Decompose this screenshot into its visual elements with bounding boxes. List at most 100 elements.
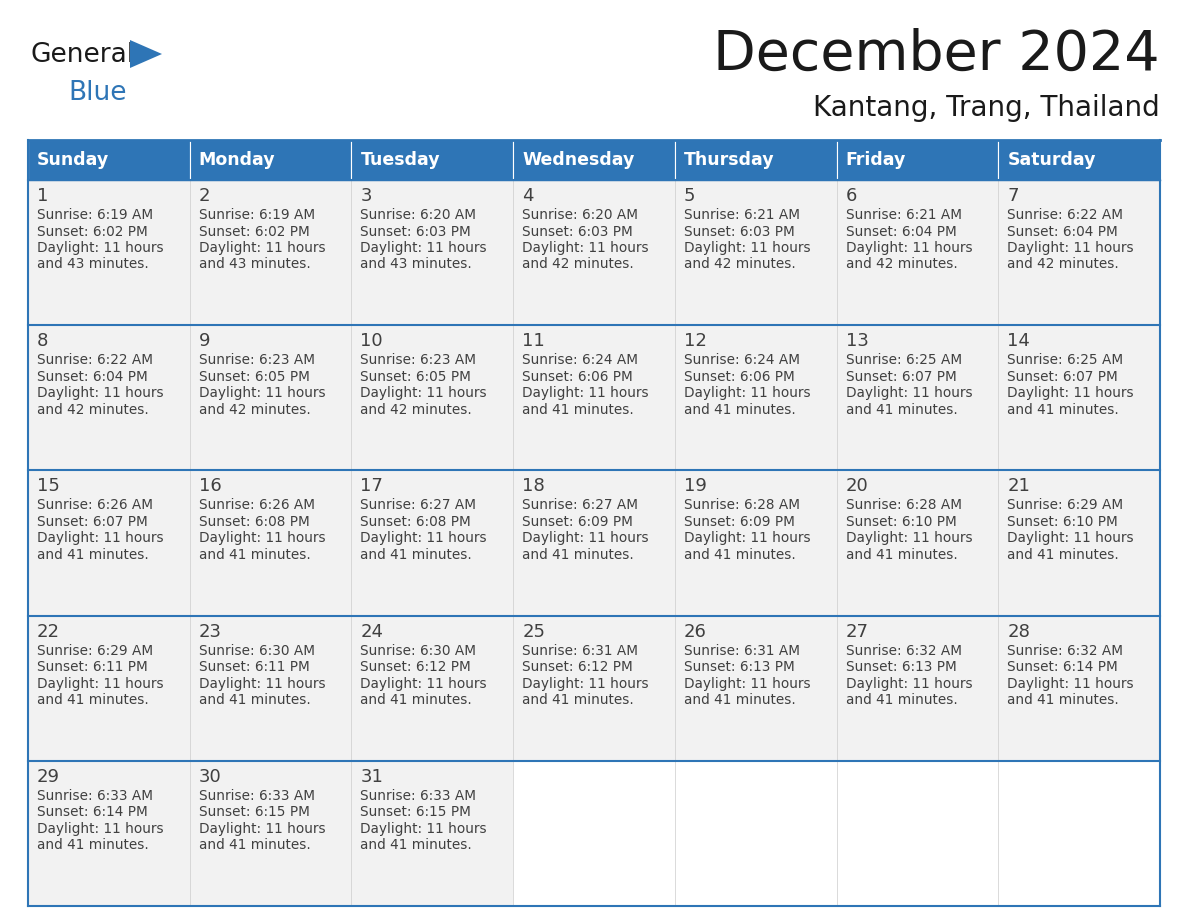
Text: Sunrise: 6:26 AM: Sunrise: 6:26 AM bbox=[198, 498, 315, 512]
Text: Sunrise: 6:21 AM: Sunrise: 6:21 AM bbox=[846, 208, 961, 222]
Text: Daylight: 11 hours: Daylight: 11 hours bbox=[523, 241, 649, 255]
Text: and 41 minutes.: and 41 minutes. bbox=[846, 693, 958, 707]
Text: December 2024: December 2024 bbox=[713, 28, 1159, 82]
Text: Daylight: 11 hours: Daylight: 11 hours bbox=[37, 822, 164, 835]
Text: 12: 12 bbox=[684, 332, 707, 350]
Text: Daylight: 11 hours: Daylight: 11 hours bbox=[1007, 386, 1133, 400]
Bar bbox=[29, 761, 190, 906]
Text: Sunrise: 6:23 AM: Sunrise: 6:23 AM bbox=[198, 353, 315, 367]
Text: 14: 14 bbox=[1007, 332, 1030, 350]
Text: Daylight: 11 hours: Daylight: 11 hours bbox=[37, 532, 164, 545]
Text: Friday: Friday bbox=[846, 151, 906, 169]
Bar bbox=[998, 325, 1159, 470]
Text: Sunrise: 6:33 AM: Sunrise: 6:33 AM bbox=[360, 789, 476, 803]
Text: Sunset: 6:05 PM: Sunset: 6:05 PM bbox=[360, 370, 472, 384]
Text: 31: 31 bbox=[360, 767, 384, 786]
Text: Daylight: 11 hours: Daylight: 11 hours bbox=[37, 677, 164, 690]
Text: Daylight: 11 hours: Daylight: 11 hours bbox=[846, 386, 972, 400]
Text: Sunrise: 6:22 AM: Sunrise: 6:22 AM bbox=[37, 353, 153, 367]
Bar bbox=[190, 470, 352, 616]
Text: 29: 29 bbox=[37, 767, 61, 786]
Bar bbox=[836, 470, 998, 616]
Text: Tuesday: Tuesday bbox=[360, 151, 440, 169]
Text: and 41 minutes.: and 41 minutes. bbox=[1007, 548, 1119, 562]
Text: Kantang, Trang, Thailand: Kantang, Trang, Thailand bbox=[814, 94, 1159, 122]
Text: Daylight: 11 hours: Daylight: 11 hours bbox=[37, 386, 164, 400]
Text: Daylight: 11 hours: Daylight: 11 hours bbox=[360, 532, 487, 545]
Text: Sunset: 6:15 PM: Sunset: 6:15 PM bbox=[360, 805, 472, 819]
Text: Sunset: 6:02 PM: Sunset: 6:02 PM bbox=[37, 225, 147, 239]
Text: Daylight: 11 hours: Daylight: 11 hours bbox=[846, 532, 972, 545]
Text: Sunset: 6:09 PM: Sunset: 6:09 PM bbox=[523, 515, 633, 529]
Text: Sunrise: 6:30 AM: Sunrise: 6:30 AM bbox=[198, 644, 315, 657]
Text: and 42 minutes.: and 42 minutes. bbox=[360, 403, 472, 417]
Text: 22: 22 bbox=[37, 622, 61, 641]
Text: Daylight: 11 hours: Daylight: 11 hours bbox=[846, 677, 972, 690]
Text: Sunset: 6:06 PM: Sunset: 6:06 PM bbox=[684, 370, 795, 384]
Bar bbox=[836, 616, 998, 761]
Text: Sunrise: 6:25 AM: Sunrise: 6:25 AM bbox=[846, 353, 962, 367]
Text: and 42 minutes.: and 42 minutes. bbox=[1007, 258, 1119, 272]
Text: Daylight: 11 hours: Daylight: 11 hours bbox=[523, 386, 649, 400]
Bar bbox=[29, 325, 190, 470]
Text: Daylight: 11 hours: Daylight: 11 hours bbox=[360, 822, 487, 835]
Text: 28: 28 bbox=[1007, 622, 1030, 641]
Bar bbox=[352, 180, 513, 325]
Text: 5: 5 bbox=[684, 187, 695, 205]
Text: Sunrise: 6:29 AM: Sunrise: 6:29 AM bbox=[1007, 498, 1124, 512]
Bar bbox=[675, 140, 836, 180]
Bar bbox=[29, 180, 190, 325]
Bar bbox=[998, 470, 1159, 616]
Text: 18: 18 bbox=[523, 477, 545, 496]
Bar bbox=[352, 140, 513, 180]
Text: and 42 minutes.: and 42 minutes. bbox=[846, 258, 958, 272]
Text: Sunrise: 6:22 AM: Sunrise: 6:22 AM bbox=[1007, 208, 1124, 222]
Text: Sunset: 6:11 PM: Sunset: 6:11 PM bbox=[37, 660, 147, 674]
Text: Daylight: 11 hours: Daylight: 11 hours bbox=[684, 386, 810, 400]
Bar bbox=[29, 470, 190, 616]
Text: Saturday: Saturday bbox=[1007, 151, 1095, 169]
Text: 24: 24 bbox=[360, 622, 384, 641]
Text: Sunset: 6:13 PM: Sunset: 6:13 PM bbox=[846, 660, 956, 674]
Text: Daylight: 11 hours: Daylight: 11 hours bbox=[198, 241, 326, 255]
Bar bbox=[190, 140, 352, 180]
Bar bbox=[190, 616, 352, 761]
Text: Sunrise: 6:29 AM: Sunrise: 6:29 AM bbox=[37, 644, 153, 657]
Text: and 43 minutes.: and 43 minutes. bbox=[360, 258, 472, 272]
Bar bbox=[352, 761, 513, 906]
Text: 2: 2 bbox=[198, 187, 210, 205]
Text: Sunset: 6:14 PM: Sunset: 6:14 PM bbox=[1007, 660, 1118, 674]
Text: Sunset: 6:12 PM: Sunset: 6:12 PM bbox=[360, 660, 472, 674]
Text: and 43 minutes.: and 43 minutes. bbox=[198, 258, 310, 272]
Text: Daylight: 11 hours: Daylight: 11 hours bbox=[846, 241, 972, 255]
Text: and 41 minutes.: and 41 minutes. bbox=[684, 693, 796, 707]
Text: Daylight: 11 hours: Daylight: 11 hours bbox=[523, 677, 649, 690]
Text: and 41 minutes.: and 41 minutes. bbox=[1007, 693, 1119, 707]
Text: Sunrise: 6:24 AM: Sunrise: 6:24 AM bbox=[684, 353, 800, 367]
Text: 7: 7 bbox=[1007, 187, 1019, 205]
Text: Daylight: 11 hours: Daylight: 11 hours bbox=[360, 386, 487, 400]
Bar bbox=[513, 140, 675, 180]
Bar bbox=[190, 325, 352, 470]
Text: 21: 21 bbox=[1007, 477, 1030, 496]
Text: Sunset: 6:08 PM: Sunset: 6:08 PM bbox=[360, 515, 472, 529]
Text: and 43 minutes.: and 43 minutes. bbox=[37, 258, 148, 272]
Text: and 41 minutes.: and 41 minutes. bbox=[684, 548, 796, 562]
Text: Sunset: 6:10 PM: Sunset: 6:10 PM bbox=[846, 515, 956, 529]
Text: and 41 minutes.: and 41 minutes. bbox=[360, 548, 472, 562]
Text: Daylight: 11 hours: Daylight: 11 hours bbox=[198, 532, 326, 545]
Bar bbox=[352, 470, 513, 616]
Text: Sunrise: 6:32 AM: Sunrise: 6:32 AM bbox=[1007, 644, 1124, 657]
Text: Sunrise: 6:23 AM: Sunrise: 6:23 AM bbox=[360, 353, 476, 367]
Text: Daylight: 11 hours: Daylight: 11 hours bbox=[198, 677, 326, 690]
Text: Sunset: 6:07 PM: Sunset: 6:07 PM bbox=[37, 515, 147, 529]
Bar bbox=[675, 180, 836, 325]
Bar bbox=[836, 325, 998, 470]
Text: 9: 9 bbox=[198, 332, 210, 350]
Text: Daylight: 11 hours: Daylight: 11 hours bbox=[523, 532, 649, 545]
Text: Sunset: 6:15 PM: Sunset: 6:15 PM bbox=[198, 805, 310, 819]
Text: Monday: Monday bbox=[198, 151, 276, 169]
Text: Sunset: 6:09 PM: Sunset: 6:09 PM bbox=[684, 515, 795, 529]
Bar bbox=[29, 616, 190, 761]
Bar bbox=[513, 616, 675, 761]
